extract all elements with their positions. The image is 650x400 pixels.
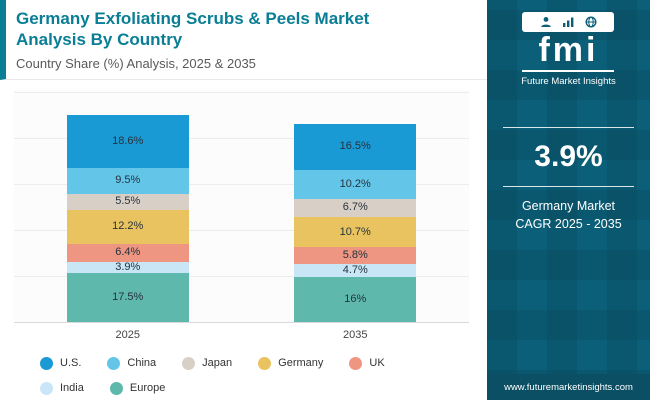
legend-swatch <box>109 381 123 395</box>
logo-underline <box>522 69 615 72</box>
globe-icon <box>585 16 597 28</box>
bar-segment-uk: 6.4% <box>66 243 189 262</box>
logo-icon-strip <box>522 12 615 32</box>
legend-label: Japan <box>202 357 233 369</box>
segment-value-label: 3.9% <box>115 260 141 273</box>
segment-value-label: 9.5% <box>115 174 141 187</box>
bar-segment-germany: 10.7% <box>294 217 417 248</box>
legend-label: Germany <box>278 357 324 369</box>
legend-item-us: U.S. <box>40 356 82 370</box>
segment-value-label: 6.7% <box>342 201 368 214</box>
person-icon <box>541 17 551 27</box>
legend-item-china: China <box>107 356 157 370</box>
cagr-value: 3.9% <box>534 139 603 173</box>
bar-segment-uk: 5.8% <box>294 247 417 264</box>
stat-divider <box>503 185 634 187</box>
segment-value-label: 4.7% <box>342 263 368 276</box>
bar-segment-japan: 6.7% <box>294 198 417 218</box>
chart-legend: U.S. China Japan Germany UK India Europe <box>40 356 470 395</box>
bar-segment-india: 3.9% <box>66 260 189 273</box>
segment-value-label: 10.2% <box>339 177 371 190</box>
x-axis-labels: 2025 2035 <box>14 321 469 341</box>
legend-label: U.S. <box>60 357 82 369</box>
bar-segment-india: 4.7% <box>294 263 417 277</box>
fmi-logo: fmi Future Market Insights <box>521 12 616 87</box>
bar-segment-us: 18.6% <box>66 115 189 168</box>
legend-swatch <box>107 356 121 370</box>
bar-segment-japan: 5.5% <box>66 194 189 210</box>
legend-swatch <box>182 356 196 370</box>
segment-value-label: 12.2% <box>112 220 144 233</box>
legend-item-japan: Japan <box>182 356 233 370</box>
segment-value-label: 6.4% <box>115 246 141 259</box>
legend-swatch <box>40 381 53 395</box>
bar-column-2035: 16.5% 10.2% 6.7% 10.7% 5.8% 4.7% 16% <box>294 123 417 322</box>
bar-segment-germany: 12.2% <box>66 209 189 244</box>
segment-value-label: 18.6% <box>112 135 144 147</box>
legend-item-germany: Germany <box>258 356 324 370</box>
chart-panel: Germany Exfoliating Scrubs & Peels Marke… <box>0 0 487 395</box>
segment-value-label: 10.7% <box>339 225 371 238</box>
chart-icon <box>562 17 574 27</box>
segment-value-label: 5.5% <box>115 195 141 208</box>
segment-value-label: 16% <box>344 292 367 305</box>
legend-label: UK <box>369 357 385 369</box>
chart-header: Germany Exfoliating Scrubs & Peels Marke… <box>0 0 487 80</box>
legend-swatch <box>349 356 363 370</box>
cagr-label: Germany Market CAGR 2025 - 2035 <box>515 198 622 231</box>
legend-label: Europe <box>129 382 166 394</box>
x-axis-label: 2025 <box>115 328 140 341</box>
legend-label: India <box>60 382 84 394</box>
website-link[interactable]: www.futuremarketinsights.com <box>504 381 633 393</box>
page-title: Germany Exfoliating Scrubs & Peels Marke… <box>16 9 370 50</box>
bar-segment-china: 10.2% <box>294 170 417 199</box>
bar-segment-china: 9.5% <box>66 167 189 195</box>
brand-sidebar: fmi Future Market Insights 3.9% Germany … <box>487 0 650 400</box>
bar-column-2025: 18.6% 9.5% 5.5% 12.2% 6.4% 3.9% 17.5% <box>66 115 189 322</box>
page-subtitle: Country Share (%) Analysis, 2025 & 2035 <box>16 55 256 71</box>
legend-label: China <box>127 357 157 369</box>
segment-value-label: 5.8% <box>342 248 368 261</box>
bar-segment-europe: 17.5% <box>66 272 189 322</box>
legend-swatch <box>40 356 53 370</box>
segment-value-label: 17.5% <box>112 290 144 303</box>
chart-plot: 18.6% 9.5% 5.5% 12.2% 6.4% 3.9% 17.5% 16.5% 10.2… <box>14 89 469 322</box>
legend-item-europe: Europe <box>109 381 166 395</box>
chart-area: 18.6% 9.5% 5.5% 12.2% 6.4% 3.9% 17.5% 16.5% 10.2… <box>0 80 487 395</box>
bar-segment-us: 16.5% <box>294 123 417 171</box>
x-axis-label: 2035 <box>343 328 368 341</box>
segment-value-label: 16.5% <box>339 140 371 153</box>
brand-name: Future Market Insights <box>521 75 616 87</box>
stacked-bars: 18.6% 9.5% 5.5% 12.2% 6.4% 3.9% 17.5% 16.5% 10.2… <box>14 90 469 322</box>
legend-item-india: India <box>40 381 84 395</box>
fmi-wordmark: fmi <box>538 31 599 69</box>
legend-item-uk: UK <box>349 356 385 370</box>
legend-swatch <box>258 356 272 370</box>
cagr-stat: 3.9% Germany Market CAGR 2025 - 2035 <box>503 126 634 233</box>
bar-segment-europe: 16% <box>294 276 417 322</box>
website-bar: www.futuremarketinsights.com <box>487 374 650 400</box>
